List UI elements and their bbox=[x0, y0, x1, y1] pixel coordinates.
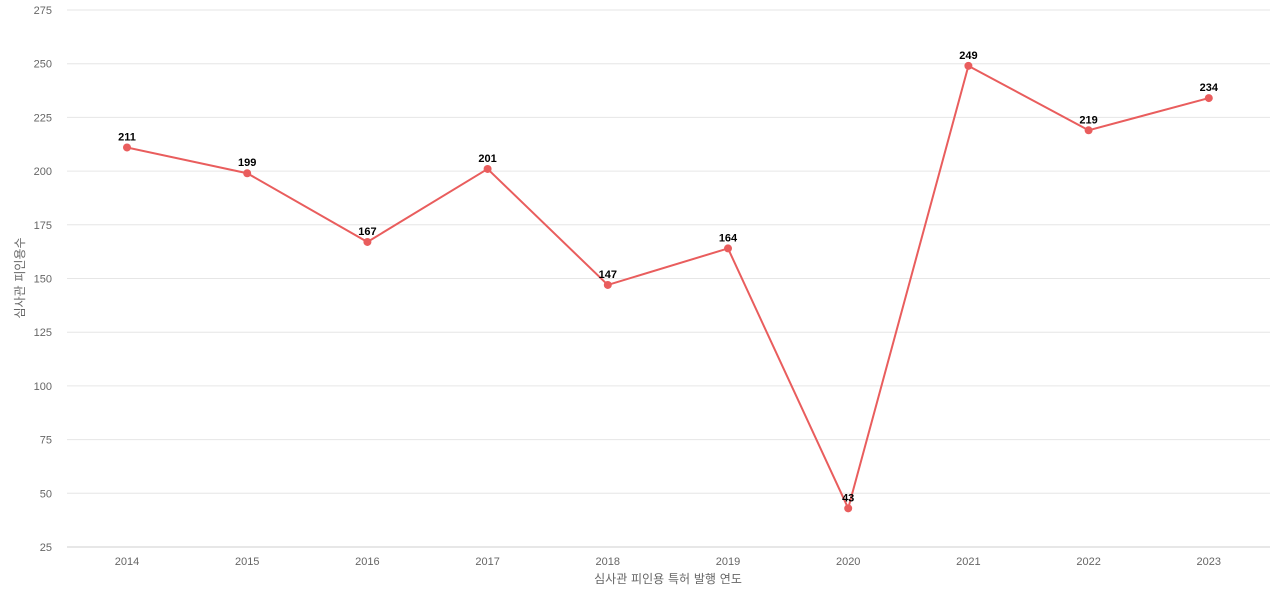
x-tick-label: 2015 bbox=[235, 556, 259, 568]
x-tick-label: 2022 bbox=[1076, 556, 1100, 568]
grid-lines bbox=[67, 9, 1270, 548]
data-label: 234 bbox=[1200, 82, 1219, 94]
y-tick-label: 150 bbox=[34, 274, 52, 286]
data-point bbox=[483, 164, 492, 173]
x-tick-label: 2021 bbox=[956, 556, 980, 568]
x-tick-label: 2023 bbox=[1197, 556, 1221, 568]
data-point bbox=[1204, 94, 1213, 103]
data-point bbox=[1084, 126, 1093, 135]
y-tick-label: 225 bbox=[34, 112, 52, 124]
x-axis-title: 심사관 피인용 특허 발행 연도 bbox=[594, 571, 742, 586]
data-point bbox=[363, 237, 372, 246]
y-tick-label: 125 bbox=[34, 327, 52, 339]
data-label: 164 bbox=[719, 232, 738, 244]
y-tick-label: 200 bbox=[34, 166, 52, 178]
data-label: 167 bbox=[358, 226, 376, 238]
data-label: 211 bbox=[118, 131, 136, 143]
y-axis-ticks: 25 50 75 100 125 150 175 200 225 250 275 bbox=[34, 5, 52, 554]
data-label: 219 bbox=[1079, 114, 1097, 126]
y-tick-label: 50 bbox=[40, 488, 52, 500]
data-label: 43 bbox=[842, 492, 854, 504]
data-point bbox=[603, 280, 612, 289]
series-layer bbox=[123, 61, 1213, 513]
data-label: 147 bbox=[599, 269, 617, 281]
data-point bbox=[844, 504, 853, 513]
data-labels: 211 199 167 201 147 164 43 249 219 234 bbox=[118, 50, 1219, 504]
data-label: 199 bbox=[238, 157, 256, 169]
y-tick-label: 25 bbox=[40, 542, 52, 554]
data-point bbox=[123, 143, 131, 152]
x-tick-label: 2016 bbox=[355, 556, 379, 568]
y-axis-title: 심사관 피인용수 bbox=[13, 237, 27, 318]
x-tick-label: 2017 bbox=[475, 556, 499, 568]
data-point bbox=[724, 244, 732, 253]
y-tick-label: 100 bbox=[34, 381, 52, 393]
x-axis-ticks: 2014 2015 2016 2017 2018 2019 2020 2021 2022 2023 bbox=[115, 556, 1221, 568]
data-point bbox=[243, 169, 252, 178]
x-tick-label: 2020 bbox=[836, 556, 860, 568]
y-tick-label: 75 bbox=[40, 435, 52, 447]
series-line bbox=[126, 64, 1210, 510]
x-tick-label: 2018 bbox=[596, 556, 620, 568]
y-tick-label: 275 bbox=[34, 5, 52, 17]
y-tick-label: 175 bbox=[34, 220, 52, 232]
x-tick-label: 2014 bbox=[115, 556, 139, 568]
y-tick-label: 250 bbox=[34, 59, 52, 71]
data-label: 249 bbox=[959, 50, 977, 62]
x-tick-label: 2019 bbox=[716, 556, 740, 568]
data-point bbox=[964, 61, 973, 70]
data-label: 201 bbox=[478, 153, 496, 165]
